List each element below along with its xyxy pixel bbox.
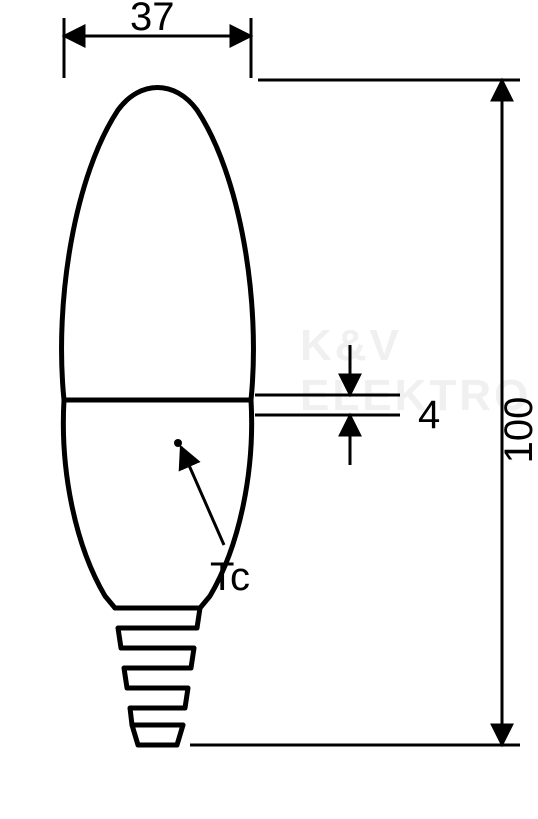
bulb-dimension-drawing: K&V ELEKTRO Tc 37 100	[0, 0, 538, 819]
dimension-gap-value: 4	[418, 393, 440, 437]
tc-arrow-icon	[181, 447, 224, 545]
dimension-width: 37	[64, 0, 251, 78]
dimension-width-value: 37	[130, 0, 175, 39]
tc-point-icon	[174, 439, 182, 447]
bulb-outline	[62, 88, 254, 746]
dimension-height-value: 100	[497, 397, 538, 464]
tc-label: Tc	[210, 555, 250, 599]
